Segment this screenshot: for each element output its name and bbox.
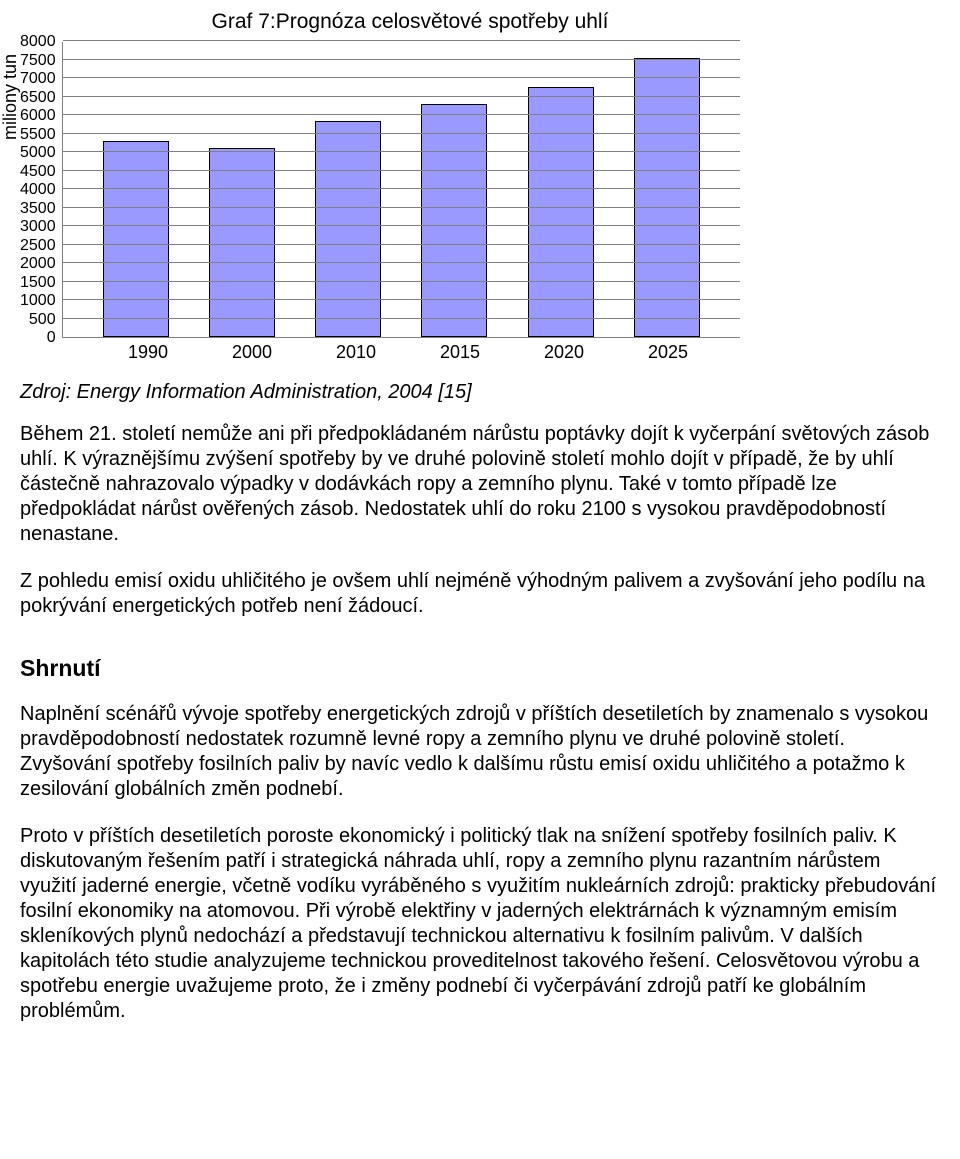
chart-yaxis: 8000750070006500600055005000450040003500… [20,42,62,338]
chart-bar [634,58,700,337]
chart-plot-area [62,42,740,338]
gridline [63,281,740,282]
gridline [63,207,740,208]
xaxis-tick: 2000 [219,342,285,363]
gridline [63,170,740,171]
paragraph-4: Proto v příštích desetiletích poroste ek… [20,824,940,1024]
gridline [63,40,740,41]
gridline [63,151,740,152]
xaxis-tick: 2025 [635,342,701,363]
gridline [63,188,740,189]
xaxis-tick: 2015 [427,342,493,363]
xaxis-tick: 2020 [531,342,597,363]
chart-body: 8000750070006500600055005000450040003500… [20,42,740,338]
gridline [63,244,740,245]
coal-forecast-chart: miliony tun Graf 7:Prognóza celosvětové … [20,10,740,363]
gridline [63,114,740,115]
paragraph-3: Naplnění scénářů vývoje spotřeby energet… [20,702,940,802]
gridline [63,262,740,263]
chart-bar [315,121,381,337]
chart-xaxis: 1990 2000 2010 2015 2020 2025 [20,338,740,363]
chart-bars-container [63,42,740,337]
xaxis-tick: 2010 [323,342,389,363]
chart-source-line: Zdroj: Energy Information Administration… [20,381,940,404]
xaxis-tick: 1990 [115,342,181,363]
gridline [63,133,740,134]
section-heading-summary: Shrnutí [20,655,940,682]
gridline [63,299,740,300]
chart-bar [421,104,487,337]
paragraph-2: Z pohledu emisí oxidu uhličitého je ovše… [20,569,940,619]
gridline [63,96,740,97]
paragraph-1: Během 21. století nemůže ani při předpok… [20,422,940,547]
gridline [63,318,740,319]
chart-xaxis-labels: 1990 2000 2010 2015 2020 2025 [76,338,740,363]
gridline [63,77,740,78]
gridline [63,59,740,60]
gridline [63,225,740,226]
chart-ylabel: miliony tun [0,54,21,140]
chart-title: Graf 7:Prognóza celosvětové spotřeby uhl… [20,10,740,34]
